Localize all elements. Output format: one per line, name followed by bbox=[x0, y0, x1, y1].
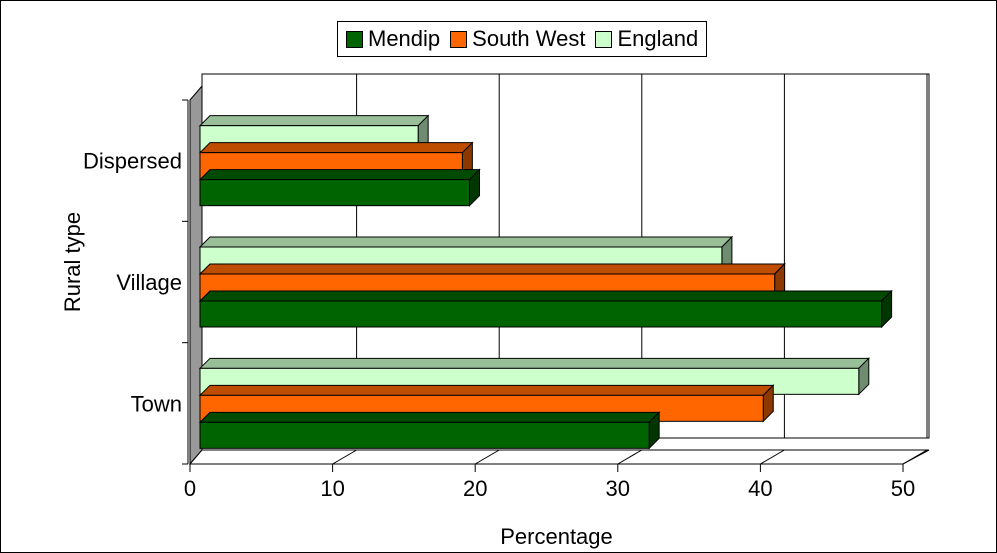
legend-swatch-south-west bbox=[450, 30, 468, 48]
floor-gridline bbox=[332, 449, 357, 465]
bar-mendip-town-top bbox=[198, 411, 661, 423]
legend-item-england: England bbox=[595, 26, 698, 52]
x-tick-label: 30 bbox=[606, 476, 630, 501]
y-axis-title: Rural type bbox=[60, 212, 85, 312]
bar-england-dispersed-top bbox=[198, 115, 430, 127]
chart-legend: Mendip South West England bbox=[337, 21, 708, 57]
floor-gridline bbox=[760, 449, 785, 465]
y-tick-label-town: Town bbox=[131, 391, 182, 416]
bar-mendip-town bbox=[199, 421, 650, 449]
floor-gridline bbox=[902, 449, 928, 465]
x-axis-title: Percentage bbox=[500, 524, 613, 549]
legend-label-south-west: South West bbox=[472, 26, 586, 51]
bar-mendip-dispersed-top bbox=[198, 169, 481, 181]
y-tick-label-village: Village bbox=[116, 270, 182, 295]
bar-england-town-top bbox=[198, 357, 871, 369]
legend-label-mendip: Mendip bbox=[368, 26, 441, 51]
legend-swatch-england bbox=[595, 30, 613, 48]
legend-item-south-west: South West bbox=[450, 26, 585, 52]
floor-gridline bbox=[617, 449, 643, 465]
legend-label-england: England bbox=[617, 26, 699, 51]
legend-item-mendip: Mendip bbox=[346, 26, 440, 52]
bar-mendip-dispersed bbox=[199, 179, 470, 207]
floor bbox=[188, 449, 930, 465]
y-tick-label-dispersed: Dispersed bbox=[83, 149, 182, 174]
bar-south-west-town-top bbox=[198, 384, 775, 396]
bar-south-west-dispersed-top bbox=[198, 142, 474, 154]
x-tick-label: 50 bbox=[891, 476, 915, 501]
x-tick-label: 40 bbox=[748, 476, 772, 501]
x-tick-label: 0 bbox=[184, 476, 196, 501]
x-tick-label: 10 bbox=[320, 476, 344, 501]
bar-england-village-top bbox=[198, 236, 734, 248]
bar-mendip-village bbox=[199, 300, 883, 328]
legend-swatch-mendip bbox=[346, 30, 363, 48]
x-tick-label: 20 bbox=[463, 476, 487, 501]
bar-south-west-village-top bbox=[198, 263, 786, 275]
floor-gridline bbox=[474, 449, 500, 465]
bar-mendip-village-top bbox=[198, 290, 893, 302]
